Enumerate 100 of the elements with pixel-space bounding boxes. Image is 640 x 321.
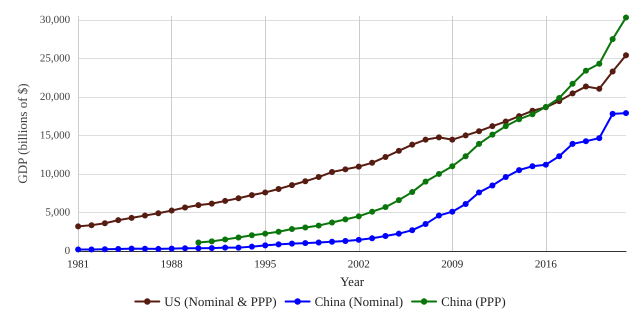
point (570, 140, 576, 147)
point (582, 68, 589, 74)
point (262, 242, 268, 248)
point (342, 238, 348, 244)
point (502, 174, 509, 180)
point (195, 240, 202, 246)
point (276, 241, 282, 248)
point (596, 135, 602, 142)
point (115, 246, 122, 252)
point (356, 164, 362, 170)
point (222, 244, 228, 251)
y-tick-label: 30,000 (40, 14, 71, 26)
point (208, 200, 215, 207)
point (409, 227, 416, 234)
point (288, 226, 295, 232)
point (88, 246, 95, 252)
x-tick-label: 1995 (254, 258, 277, 270)
point (582, 138, 589, 144)
point (449, 208, 456, 215)
point (516, 167, 522, 174)
point (302, 178, 308, 184)
point (316, 174, 322, 180)
point (329, 238, 336, 245)
point (476, 189, 482, 196)
y-tick-label: 5,000 (45, 206, 71, 218)
point (262, 189, 268, 196)
point (102, 220, 108, 226)
point (342, 216, 348, 222)
point (462, 201, 469, 207)
point (316, 222, 322, 229)
point (128, 214, 135, 221)
point (182, 245, 188, 252)
point (436, 170, 442, 177)
point (462, 132, 469, 138)
y-tick-label: 20,000 (40, 90, 71, 103)
point (489, 132, 496, 138)
point (409, 189, 416, 196)
point (623, 110, 629, 116)
point (155, 246, 162, 252)
point (288, 240, 295, 247)
point (382, 154, 388, 160)
point (288, 182, 295, 188)
point (570, 90, 576, 96)
point (236, 195, 242, 202)
x-tick-label: 2009 (441, 258, 464, 270)
point (329, 219, 336, 226)
y-tick-label: 15,000 (40, 129, 71, 142)
point (208, 238, 215, 244)
point (208, 245, 215, 252)
point (75, 223, 82, 230)
point (248, 232, 255, 238)
point (222, 198, 228, 204)
point (596, 60, 602, 67)
point (396, 148, 402, 154)
point (236, 234, 242, 241)
x-axis-title: Year (340, 274, 365, 289)
point (276, 228, 282, 235)
point (356, 236, 362, 243)
point (88, 222, 95, 228)
point (396, 197, 402, 204)
point (596, 86, 602, 92)
point (316, 240, 322, 246)
point (529, 163, 536, 170)
x-tick-label: 1988 (160, 258, 184, 270)
point (516, 116, 522, 122)
point (409, 142, 416, 148)
point (436, 212, 442, 219)
point (248, 244, 255, 250)
point (195, 245, 202, 252)
point (610, 110, 616, 117)
y-tick-label: 25,000 (40, 52, 71, 64)
point (102, 246, 108, 252)
point (142, 212, 148, 219)
point (556, 153, 562, 160)
point (610, 68, 616, 74)
x-tick-label: 1981 (67, 258, 90, 270)
point (142, 246, 148, 252)
point (489, 182, 496, 189)
point (449, 163, 456, 170)
point (556, 95, 562, 102)
point (396, 230, 402, 237)
point (476, 140, 482, 147)
point (462, 153, 469, 160)
point (422, 136, 429, 143)
point (623, 52, 629, 58)
point (115, 217, 122, 224)
point (542, 162, 549, 168)
legend-label: China (Nominal) (314, 294, 404, 309)
point (342, 166, 348, 172)
x-tick-label: 2016 (534, 258, 558, 270)
y-axis-title: GDP (billions of $) (15, 83, 30, 184)
point (182, 204, 188, 210)
point (168, 208, 175, 214)
point (128, 246, 135, 252)
point (436, 134, 442, 140)
point (422, 221, 429, 228)
point (276, 186, 282, 192)
legend-label: China (PPP) (441, 294, 506, 309)
point (356, 213, 362, 220)
point (75, 246, 82, 252)
